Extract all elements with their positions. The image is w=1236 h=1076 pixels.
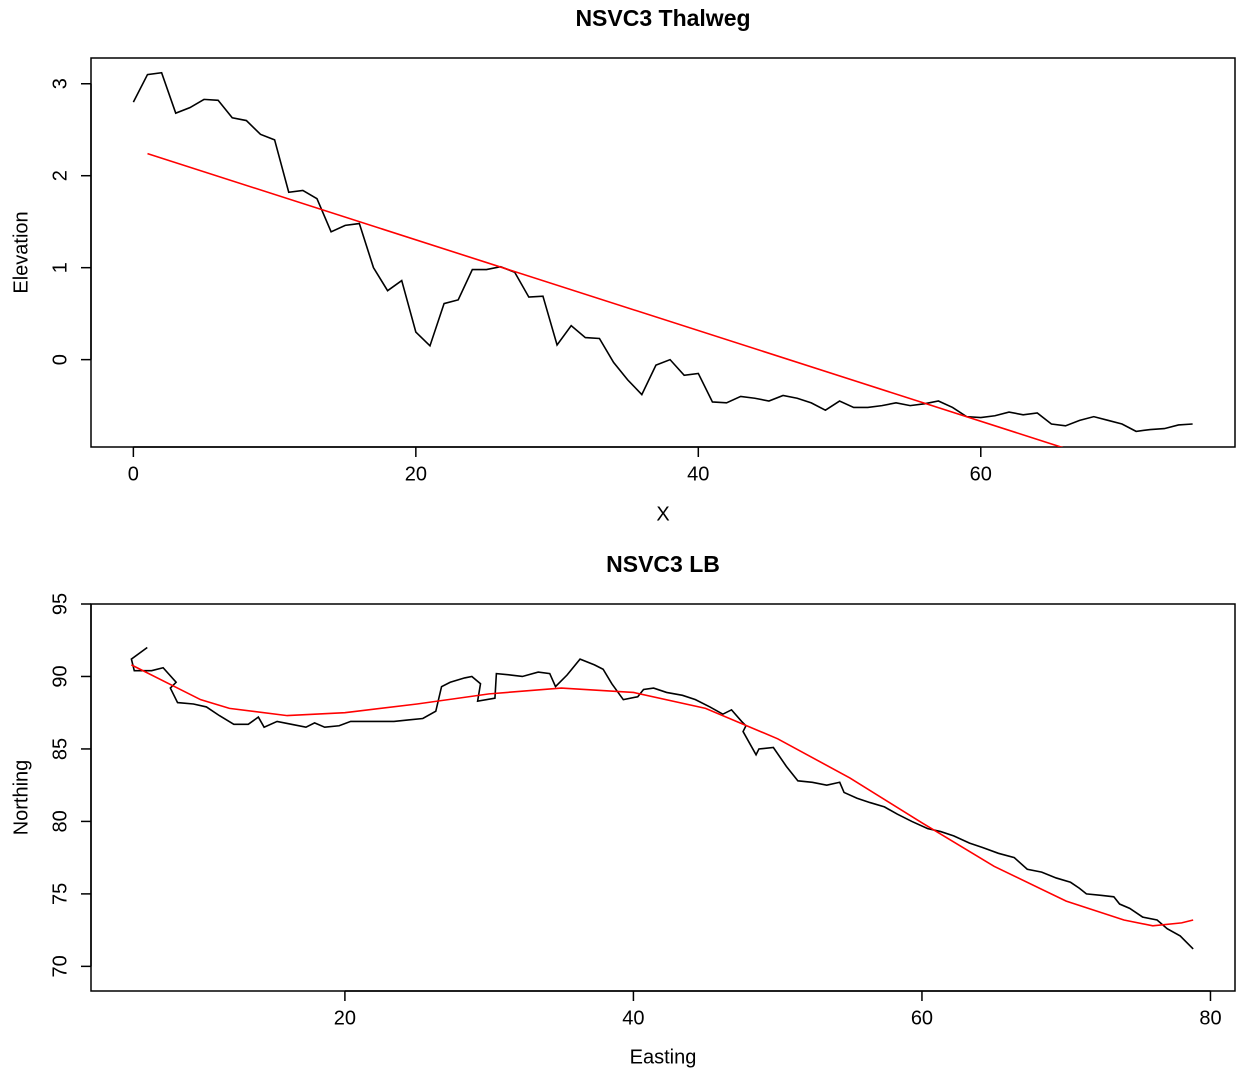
y-tick-label: 80: [49, 810, 71, 832]
x-tick-label: 0: [128, 463, 139, 485]
plot-box: [90, 57, 1236, 448]
x-tick-label: 20: [334, 1007, 356, 1029]
y-tick-label: 75: [49, 883, 71, 905]
x-tick-label: 40: [622, 1007, 644, 1029]
data-line: [131, 664, 1194, 927]
x-tick-label: 60: [970, 463, 992, 485]
y-tick-label: 0: [49, 354, 71, 365]
x-tick-label: 60: [911, 1007, 933, 1029]
y-axis-label: Elevation: [10, 211, 32, 293]
x-tick-label: 40: [687, 463, 709, 485]
y-tick-label: 70: [49, 955, 71, 977]
y-tick-label: 1: [49, 262, 71, 273]
x-tick-label: 20: [405, 463, 427, 485]
y-tick-label: 2: [49, 170, 71, 181]
y-tick-label: 3: [49, 78, 71, 89]
chart-title: NSVC3 LB: [606, 551, 720, 577]
x-tick-label: 80: [1199, 1007, 1221, 1029]
data-line: [147, 152, 1064, 447]
data-line: [130, 646, 1194, 950]
x-axis-label: X: [656, 503, 669, 525]
x-axis-label: Easting: [630, 1046, 697, 1068]
chart-title: NSVC3 Thalweg: [575, 5, 750, 31]
plot-box: [90, 603, 1236, 992]
y-tick-label: 95: [49, 593, 71, 615]
y-axis-label: Northing: [10, 760, 32, 836]
y-tick-label: 90: [49, 665, 71, 687]
y-tick-label: 85: [49, 738, 71, 760]
data-line: [132, 71, 1193, 433]
